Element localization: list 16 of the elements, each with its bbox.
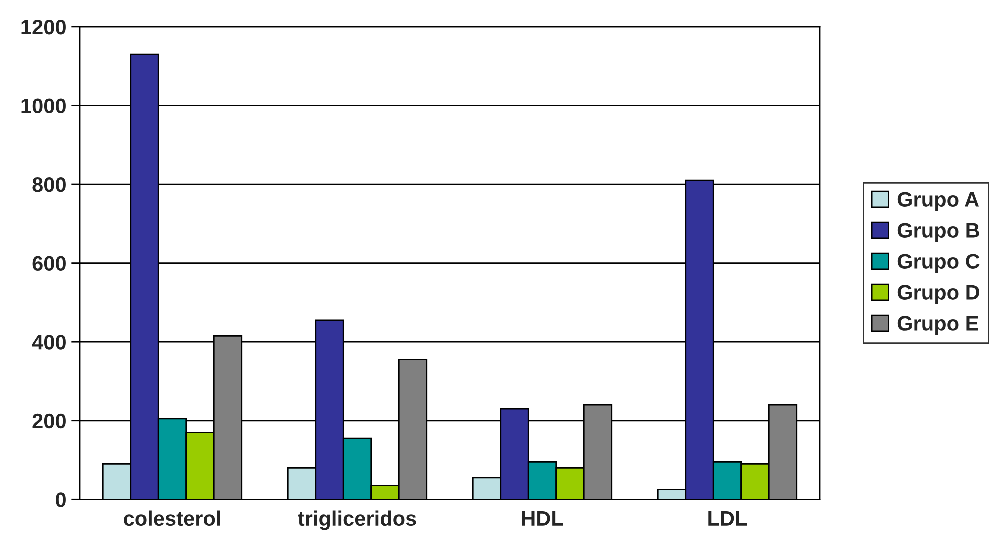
legend-label: Grupo E xyxy=(898,316,978,336)
y-tick-label: 400 xyxy=(32,335,66,350)
legend-label: Grupo A xyxy=(898,192,980,212)
y-tick-label: 1000 xyxy=(22,98,66,114)
y-tick-label: 1200 xyxy=(22,20,66,35)
x-tick-label: colesterol xyxy=(124,510,220,526)
x-tick-label: HDL xyxy=(522,512,564,526)
y-tick-label: 600 xyxy=(32,256,66,272)
x-tick-label: LDL xyxy=(708,512,748,526)
y-tick-label: 800 xyxy=(32,178,66,192)
y-tick-label: 0 xyxy=(56,492,66,508)
legend-label: Grupo B xyxy=(898,223,980,242)
x-tick-label: trigliceridos xyxy=(298,510,416,530)
y-tick-label: 200 xyxy=(32,414,66,429)
legend-label: Grupo C xyxy=(898,254,980,274)
legend-label: Grupo D xyxy=(898,285,980,304)
